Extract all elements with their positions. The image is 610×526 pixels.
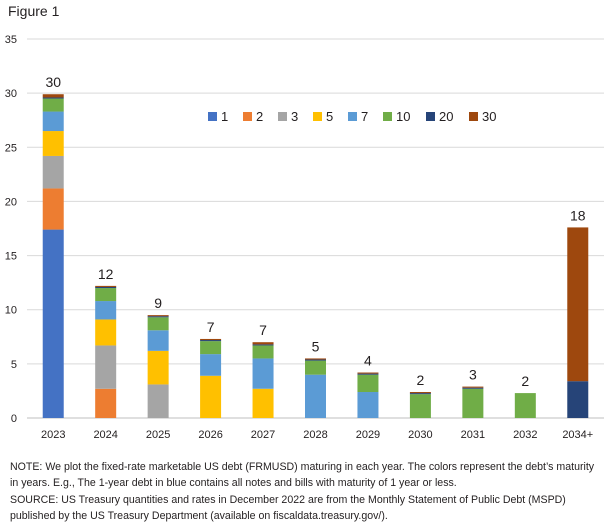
bar-segment-10 [357,374,379,393]
bar-segment-20 [462,387,484,389]
legend-swatch-1 [208,112,217,121]
bar-segment-10 [252,345,274,359]
y-tick-label: 25 [5,142,17,154]
bar-segment-20 [95,286,117,289]
bar-segment-30 [95,285,117,287]
note-text: NOTE: We plot the fixed-rate marketable … [10,461,595,489]
bar-segment-10 [147,317,169,331]
y-tick-label: 20 [5,196,17,208]
notes: NOTE: We plot the fixed-rate marketable … [10,460,604,526]
bar-segment-5 [42,131,64,156]
bar-segment-30 [252,342,274,345]
bar-segment-10 [409,394,431,418]
legend-swatch-7 [348,112,357,121]
total-label: 9 [154,295,162,311]
legend-swatch-20 [426,112,435,121]
total-label: 3 [469,367,477,383]
x-tick-label: 2029 [356,429,380,441]
legend-swatch-3 [278,112,287,121]
x-tick-label: 2025 [146,429,170,441]
total-label: 12 [98,266,114,282]
y-tick-label: 0 [11,413,17,425]
y-tick-label: 35 [5,34,17,46]
bar-segment-3 [42,155,64,189]
y-tick-label: 15 [5,251,17,263]
bar-segment-7 [252,358,274,389]
bar-segment-30 [42,94,64,98]
bar-segment-10 [42,98,64,112]
legend-label-7: 7 [361,109,368,124]
y-tick-label: 10 [5,305,17,317]
total-label: 30 [45,74,61,90]
bar-segment-30 [147,315,169,317]
bar-segment-10 [462,388,484,418]
bar-segment-30 [567,227,589,382]
bar-segment-2 [95,388,117,418]
total-label: 4 [364,353,372,369]
y-tick-label: 30 [5,88,17,100]
bar-segment-5 [200,375,222,418]
bar-segment-2 [42,188,64,230]
x-tick-label: 2032 [513,429,537,441]
legend-label-20: 20 [439,109,453,124]
bar-segment-10 [200,341,222,355]
x-tick-label: 2024 [93,429,117,441]
bar-segment-7 [200,354,222,376]
legend-label-1: 1 [221,109,228,124]
legend-swatch-10 [383,112,392,121]
bar-segment-7 [42,111,64,132]
bar-segment-7 [147,330,169,351]
total-label: 5 [312,338,320,354]
legend-label-3: 3 [291,109,298,124]
legend-label-2: 2 [256,109,263,124]
bar-segment-30 [357,372,379,374]
bar-segment-3 [147,384,169,418]
bar-segment-20 [357,373,379,375]
bar-segment-30 [409,392,431,394]
bar-segment-20 [409,393,431,395]
stacked-bar-chart: 0510152025303520233020241220259202672027… [5,34,604,441]
x-tick-label: 2026 [198,429,222,441]
x-tick-label: 2028 [303,429,327,441]
legend-swatch-2 [243,112,252,121]
bar-segment-20 [147,316,169,318]
bar-segment-5 [252,388,274,418]
bar-segment-10 [305,360,326,375]
bar-segment-10 [514,393,536,418]
x-tick-label: 2031 [461,429,485,441]
total-label: 7 [259,322,267,338]
bar-segment-5 [147,350,169,385]
x-tick-label: 2023 [41,429,65,441]
bar-segment-30 [462,386,484,388]
total-label: 2 [521,373,529,389]
legend-swatch-5 [313,112,322,121]
bar-segment-30 [200,338,222,341]
bar-segment-7 [357,392,379,418]
bar-segment-20 [200,340,222,342]
x-tick-label: 2034+ [562,429,593,441]
total-label: 7 [207,319,215,335]
legend-label-5: 5 [326,109,333,124]
source-text: SOURCE: US Treasury quantities and rates… [10,494,566,522]
legend-label-10: 10 [396,109,410,124]
bar-segment-30 [305,358,326,360]
bar-segment-1 [42,229,64,418]
bar-segment-7 [95,301,117,320]
bar-segment-7 [305,374,326,418]
legend-label-30: 30 [482,109,496,124]
y-tick-label: 5 [11,359,17,371]
bar-segment-20 [567,381,589,418]
bar-segment-10 [95,288,117,302]
bar-segment-20 [305,359,326,361]
bar-segment-20 [42,97,64,99]
total-label: 2 [417,372,425,388]
x-tick-label: 2027 [251,429,275,441]
total-label: 18 [570,207,586,223]
bar-segment-3 [95,345,117,389]
bar-segment-5 [95,319,117,346]
x-tick-label: 2030 [408,429,432,441]
figure-label: Figure 1 [8,3,60,19]
legend-swatch-30 [469,112,478,121]
bar-segment-20 [252,344,274,346]
